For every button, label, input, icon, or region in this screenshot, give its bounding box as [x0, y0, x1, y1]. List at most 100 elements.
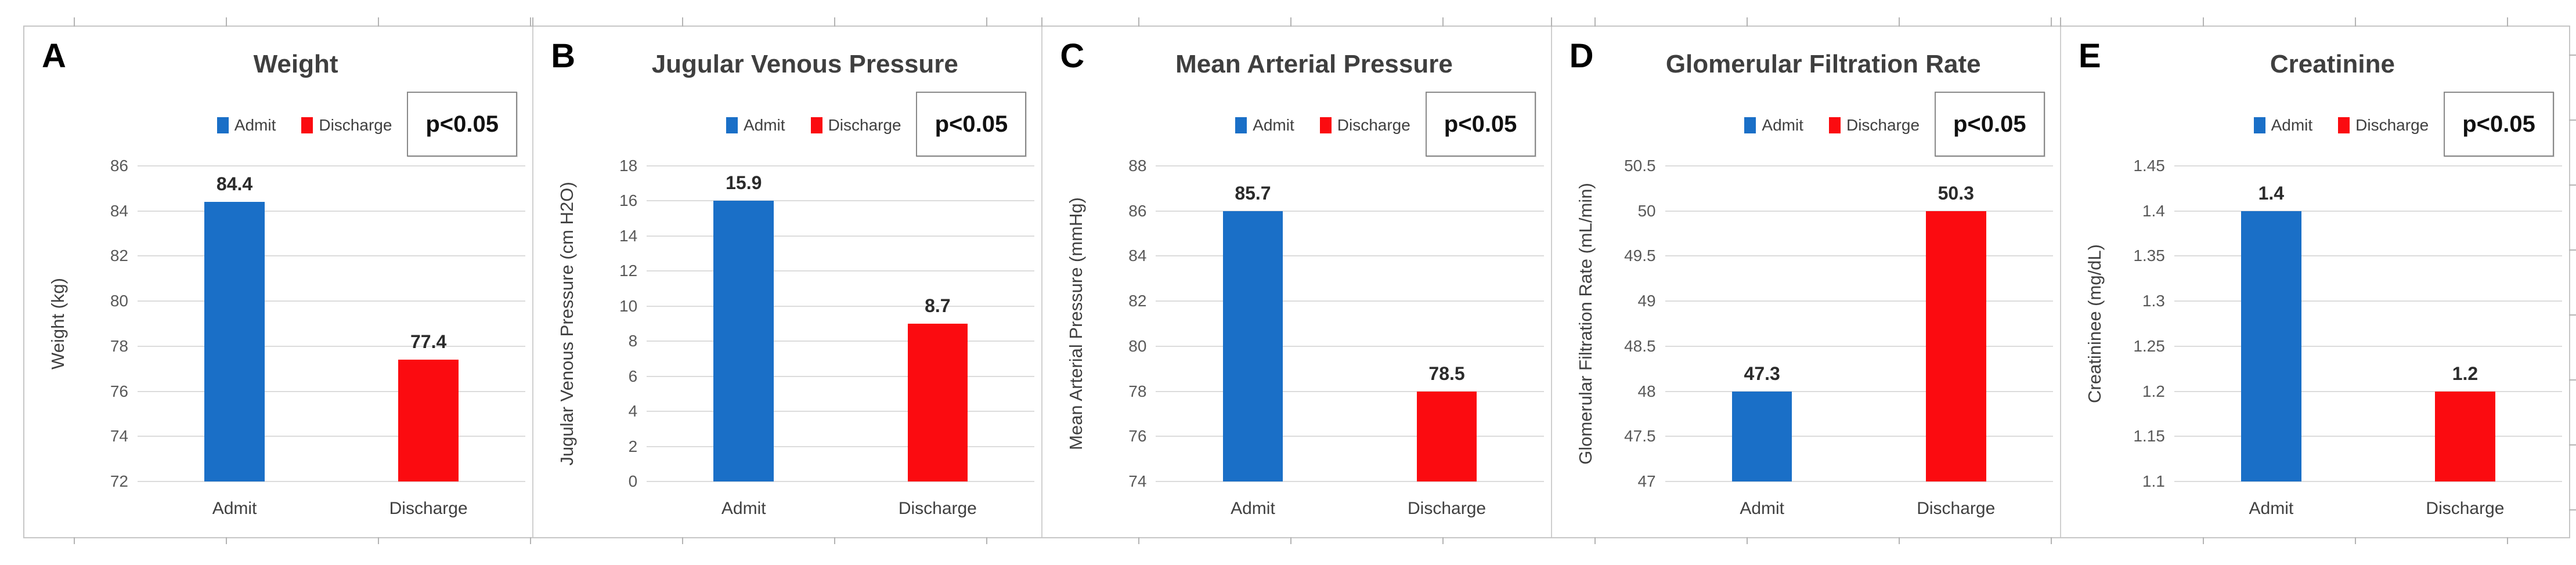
- bar-value-label: 50.3: [1938, 182, 1974, 204]
- panel-letter: C: [1060, 37, 1085, 75]
- frame-tick: [2569, 314, 2576, 316]
- gridline: [138, 481, 526, 482]
- legend-item-discharge: Discharge: [1828, 116, 1920, 135]
- frame-tick: [834, 537, 835, 544]
- y-tick-label: 14: [619, 226, 638, 245]
- legend-item-discharge: Discharge: [301, 116, 392, 135]
- p-value-box: p<0.05: [407, 92, 518, 157]
- gridline: [138, 345, 526, 347]
- p-value-box: p<0.05: [916, 92, 1027, 157]
- frame-tick: [2569, 184, 2576, 186]
- frame-tick: [1747, 537, 1748, 544]
- gridline: [1156, 345, 1544, 347]
- frame-tick: [1594, 537, 1596, 544]
- gridline: [138, 436, 526, 437]
- p-value-box: p<0.05: [1934, 92, 2045, 157]
- frame-tick: [2569, 444, 2576, 446]
- legend-label-discharge: Discharge: [1337, 116, 1410, 134]
- legend-label-discharge: Discharge: [2355, 116, 2429, 134]
- gridline: [2174, 481, 2563, 482]
- frame-tick: [1899, 17, 1900, 27]
- bar-discharge: [2435, 391, 2495, 481]
- legend-label-admit: Admit: [1253, 116, 1294, 134]
- gridline: [2174, 210, 2563, 212]
- frame-tick: [378, 537, 379, 544]
- bar-discharge: [907, 324, 968, 481]
- x-category-label: Discharge: [2426, 499, 2505, 518]
- y-axis-title: Jugular Venous Pressure (cm H2O): [557, 182, 578, 466]
- legend-label-discharge: Discharge: [319, 116, 392, 134]
- legend-item-admit: Admit: [1744, 116, 1803, 135]
- p-value-box: p<0.05: [2444, 92, 2555, 157]
- plot-area: Creatininee (mg/dL) 1.1 1.15 1.2 1.25 1.3 1.3…: [2061, 157, 2569, 518]
- legend-swatch-admit-icon: [2253, 117, 2265, 133]
- bar-value-label: 1.2: [2452, 363, 2478, 384]
- y-tick-label: 1.2: [2142, 382, 2165, 400]
- x-category-label: Admit: [2249, 499, 2294, 518]
- y-tick-label: 1.3: [2142, 292, 2165, 310]
- frame-tick: [1138, 537, 1139, 544]
- y-tick-label: 1.1: [2142, 472, 2165, 490]
- gridline: [138, 300, 526, 302]
- bar-admit: [1731, 391, 1792, 481]
- gridline: [647, 411, 1035, 412]
- legend-item-admit: Admit: [2253, 116, 2313, 135]
- legend: Admit Discharge: [1639, 115, 2025, 136]
- y-tick-label: 48: [1637, 382, 1656, 400]
- frame-tick: [2355, 537, 2356, 544]
- y-tick-label: 8: [628, 332, 638, 350]
- chart-panel: E Creatinine Admit Discharge p<0.05 Crea…: [2059, 17, 2569, 537]
- frame-tick: [986, 17, 987, 27]
- y-tick-label: 86: [1128, 201, 1147, 220]
- plot-area: Jugular Venous Pressure (cm H2O) 0 2 4 6 8 10…: [533, 157, 1041, 518]
- legend-item-discharge: Discharge: [2338, 116, 2429, 135]
- gridline: [1665, 481, 2053, 482]
- legend-swatch-admit-icon: [1235, 117, 1247, 133]
- gridline: [1156, 481, 1544, 482]
- panel-letter: A: [42, 37, 66, 75]
- grid: 47 47.5 48 48.5 49 49.5 50 50.5 47.3 Admit 50.3 Dis…: [1624, 157, 2053, 518]
- frame-tick: [2569, 55, 2576, 56]
- frame-tick: [378, 17, 379, 27]
- frame-tick: [226, 537, 227, 544]
- legend-item-discharge: Discharge: [810, 116, 901, 135]
- gridline: [1665, 300, 2053, 302]
- legend-label-admit: Admit: [2271, 116, 2313, 134]
- panel-letter: E: [2078, 37, 2101, 75]
- y-tick-label: 12: [619, 262, 638, 280]
- gridline: [1665, 345, 2053, 347]
- gridline: [1665, 210, 2053, 212]
- frame-tick: [2203, 537, 2204, 544]
- plot-area: Mean Arterial Pressure (mmHg) 74 76 78 80 82…: [1042, 157, 1550, 518]
- frame-tick: [530, 17, 531, 27]
- gridline: [647, 235, 1035, 237]
- chart-panel: D Glomerular Filtration Rate Admit Disch…: [1550, 17, 2060, 537]
- frame-tick: [1747, 17, 1748, 27]
- frame-tick: [2507, 537, 2508, 544]
- y-tick-label: 80: [1128, 336, 1147, 355]
- gridline: [1156, 390, 1544, 392]
- y-tick-label: 4: [628, 402, 638, 421]
- gridline: [647, 270, 1035, 272]
- frame-tick: [2569, 509, 2576, 510]
- bar-admit: [2241, 211, 2301, 481]
- chart-title: Glomerular Filtration Rate: [1665, 50, 1981, 78]
- gridline: [1665, 390, 2053, 392]
- x-category-label: Admit: [212, 499, 257, 518]
- gridline: [138, 210, 526, 212]
- bar-value-label: 8.7: [925, 295, 951, 316]
- x-category-label: Admit: [1231, 499, 1275, 518]
- frame-tick: [226, 17, 227, 27]
- gridline: [2174, 300, 2563, 302]
- bar-value-label: 15.9: [726, 172, 762, 194]
- gridline: [647, 481, 1035, 482]
- y-axis-title: Mean Arterial Pressure (mmHg): [1066, 197, 1087, 450]
- y-tick-label: 18: [619, 157, 638, 175]
- y-axis-title: Weight (kg): [48, 278, 68, 370]
- y-tick-label: 86: [110, 157, 128, 175]
- bar-value-label: 47.3: [1744, 363, 1780, 384]
- gridline: [138, 390, 526, 392]
- legend: Admit Discharge: [2148, 115, 2534, 136]
- frame-tick: [2203, 17, 2204, 27]
